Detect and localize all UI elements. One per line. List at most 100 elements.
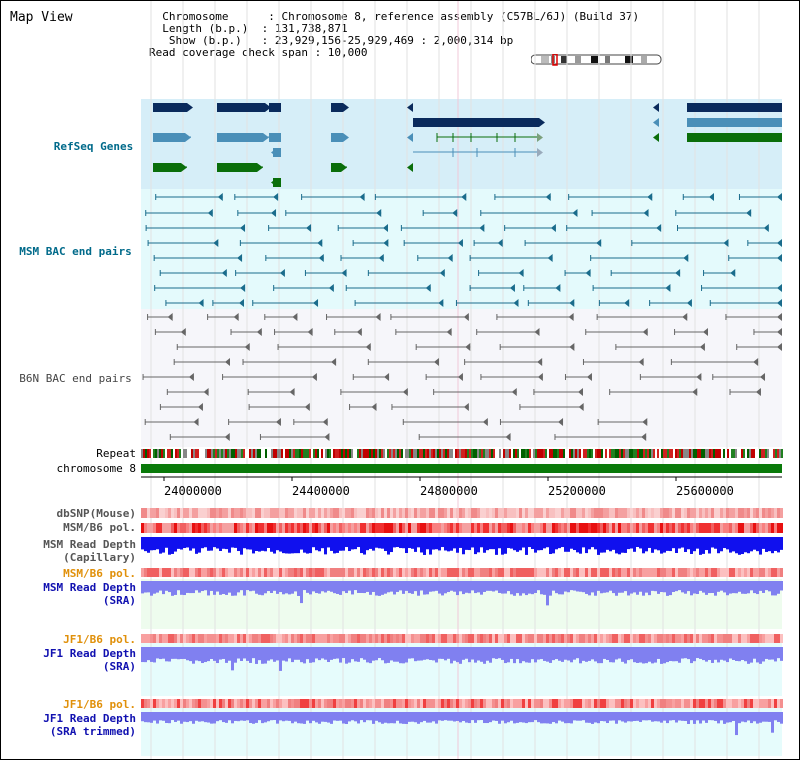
msm-pol2-cell (192, 568, 195, 577)
repeat-segment (417, 449, 419, 458)
msm-capillary-depth-bar (729, 537, 732, 553)
jf1-pol2-cell (378, 699, 381, 708)
msm-capillary-depth-bar (666, 537, 669, 551)
msm-sra-depth-bar (699, 581, 702, 591)
jf1-pol-cell (318, 634, 321, 643)
repeat-segment (575, 449, 577, 458)
dbsnp-cell (156, 508, 159, 518)
jf1-pol2-cell (483, 699, 486, 708)
jf1-trim-depth-bar (291, 712, 294, 724)
msm-pol-cell (273, 523, 276, 533)
b6n-bac-pair-end (433, 358, 439, 366)
jf1-sra-depth-bar (177, 647, 180, 660)
msm-capillary-depth-bar (177, 537, 180, 549)
jf1-pol2-cell (753, 699, 756, 708)
b6n-bac-pair-end (311, 373, 317, 381)
msm-bac-pair-end (306, 224, 312, 232)
msm-pol-cell (195, 523, 198, 533)
msm-capillary-depth-bar (303, 537, 306, 553)
jf1-pol-cell (309, 634, 312, 643)
repeat-segment (755, 449, 757, 458)
gene-arrow (653, 118, 659, 127)
jf1-pol2-cell (372, 699, 375, 708)
repeat-segment (257, 449, 259, 458)
repeat-segment (427, 449, 429, 458)
repeat-segment (297, 449, 299, 458)
msm-sra-depth-bar (378, 581, 381, 596)
msm-sra-depth-bar (744, 581, 747, 594)
msm-capillary-depth-bar (489, 537, 492, 550)
jf1-sra-depth-bar (603, 647, 606, 659)
msm-sra-depth-bar (219, 581, 222, 595)
jf1-pol2-cell (495, 699, 498, 708)
msm-sra-depth-bar (366, 581, 369, 592)
jf1-pol-cell (240, 634, 243, 643)
msm-capillary-depth-bar (687, 537, 690, 550)
jf1-trim-depth-bar (501, 712, 504, 721)
jf1-sra-depth-bar (627, 647, 630, 661)
repeat-segment (459, 449, 461, 458)
page-title: Map View (10, 10, 73, 25)
msm-sra-depth-bar (258, 581, 261, 595)
jf1-pol2-cell (654, 699, 657, 708)
jf1-trim-depth-bar (495, 712, 498, 721)
msm-pol-cell (177, 523, 180, 533)
msm-pol-cell (444, 523, 447, 533)
msm-pol2-cell (567, 568, 570, 577)
msm-sra-depth-bar (690, 581, 693, 596)
msm-capillary-depth-bar (618, 537, 621, 555)
msm-pol-cell (333, 523, 336, 533)
repeat-segment (629, 449, 631, 458)
repeat-segment (365, 449, 367, 458)
jf1-pol2-cell (657, 699, 660, 708)
dbsnp-cell (678, 508, 681, 518)
jf1-pol-cell (774, 634, 777, 643)
msm-sra-depth-bar (270, 581, 273, 594)
jf1-pol-cell (306, 634, 309, 643)
msm-capillary-depth-bar (255, 537, 258, 551)
repeat-segment (263, 449, 265, 458)
msm-sra-depth-bar (423, 581, 426, 595)
msm-capillary-depth-bar (759, 537, 762, 555)
jf1-pol-cell (225, 634, 228, 643)
jf1-sra-depth-bar (480, 647, 483, 662)
dbsnp-cell (585, 508, 588, 518)
dbsnp-cell (606, 508, 609, 518)
jf1-trim-depth-bar (507, 712, 510, 723)
msm-sra-depth-bar (537, 581, 540, 591)
msm-capillary-depth-bar (597, 537, 600, 555)
dbsnp-cell (687, 508, 690, 518)
jf1-trim-depth-bar (369, 712, 372, 721)
jf1-pol2-cell (540, 699, 543, 708)
dbsnp-cell (513, 508, 516, 518)
repeat-segment (197, 449, 199, 458)
jf1-trim-depth-bar (168, 712, 171, 724)
repeat-segment (641, 449, 643, 458)
dbsnp-cell (717, 508, 720, 518)
msm-capillary-depth-bar (279, 537, 282, 552)
msm-pol-cell (474, 523, 477, 533)
msm-pol-cell (324, 523, 327, 533)
dbsnp-cell (735, 508, 738, 518)
repeat-segment (613, 449, 615, 458)
msm-pol2-cell (276, 568, 279, 577)
msm-pol-cell (462, 523, 465, 533)
axis-tick-label: 24400000 (292, 484, 350, 498)
jf1-sra-depth-bar (381, 647, 384, 661)
repeat-segment (463, 449, 465, 458)
jf1-pol2-cell (231, 699, 234, 708)
b6n-bac-pair-end (537, 373, 543, 381)
dbsnp-cell (342, 508, 345, 518)
jf1-pol-cell (780, 634, 783, 643)
jf1-trim-depth-bar (402, 712, 405, 724)
chromosome-ideogram[interactable] (531, 54, 663, 66)
msm-sra-depth-bar (339, 581, 342, 595)
jf1-trim-depth-bar (489, 712, 492, 723)
msm-sra-depth-bar (609, 581, 612, 591)
msm-pol2-cell (477, 568, 480, 577)
msm-capillary-depth-bar (771, 537, 774, 554)
msm-capillary-depth-bar (654, 537, 657, 550)
repeat-segment (735, 449, 737, 458)
dbsnp-cell (597, 508, 600, 518)
